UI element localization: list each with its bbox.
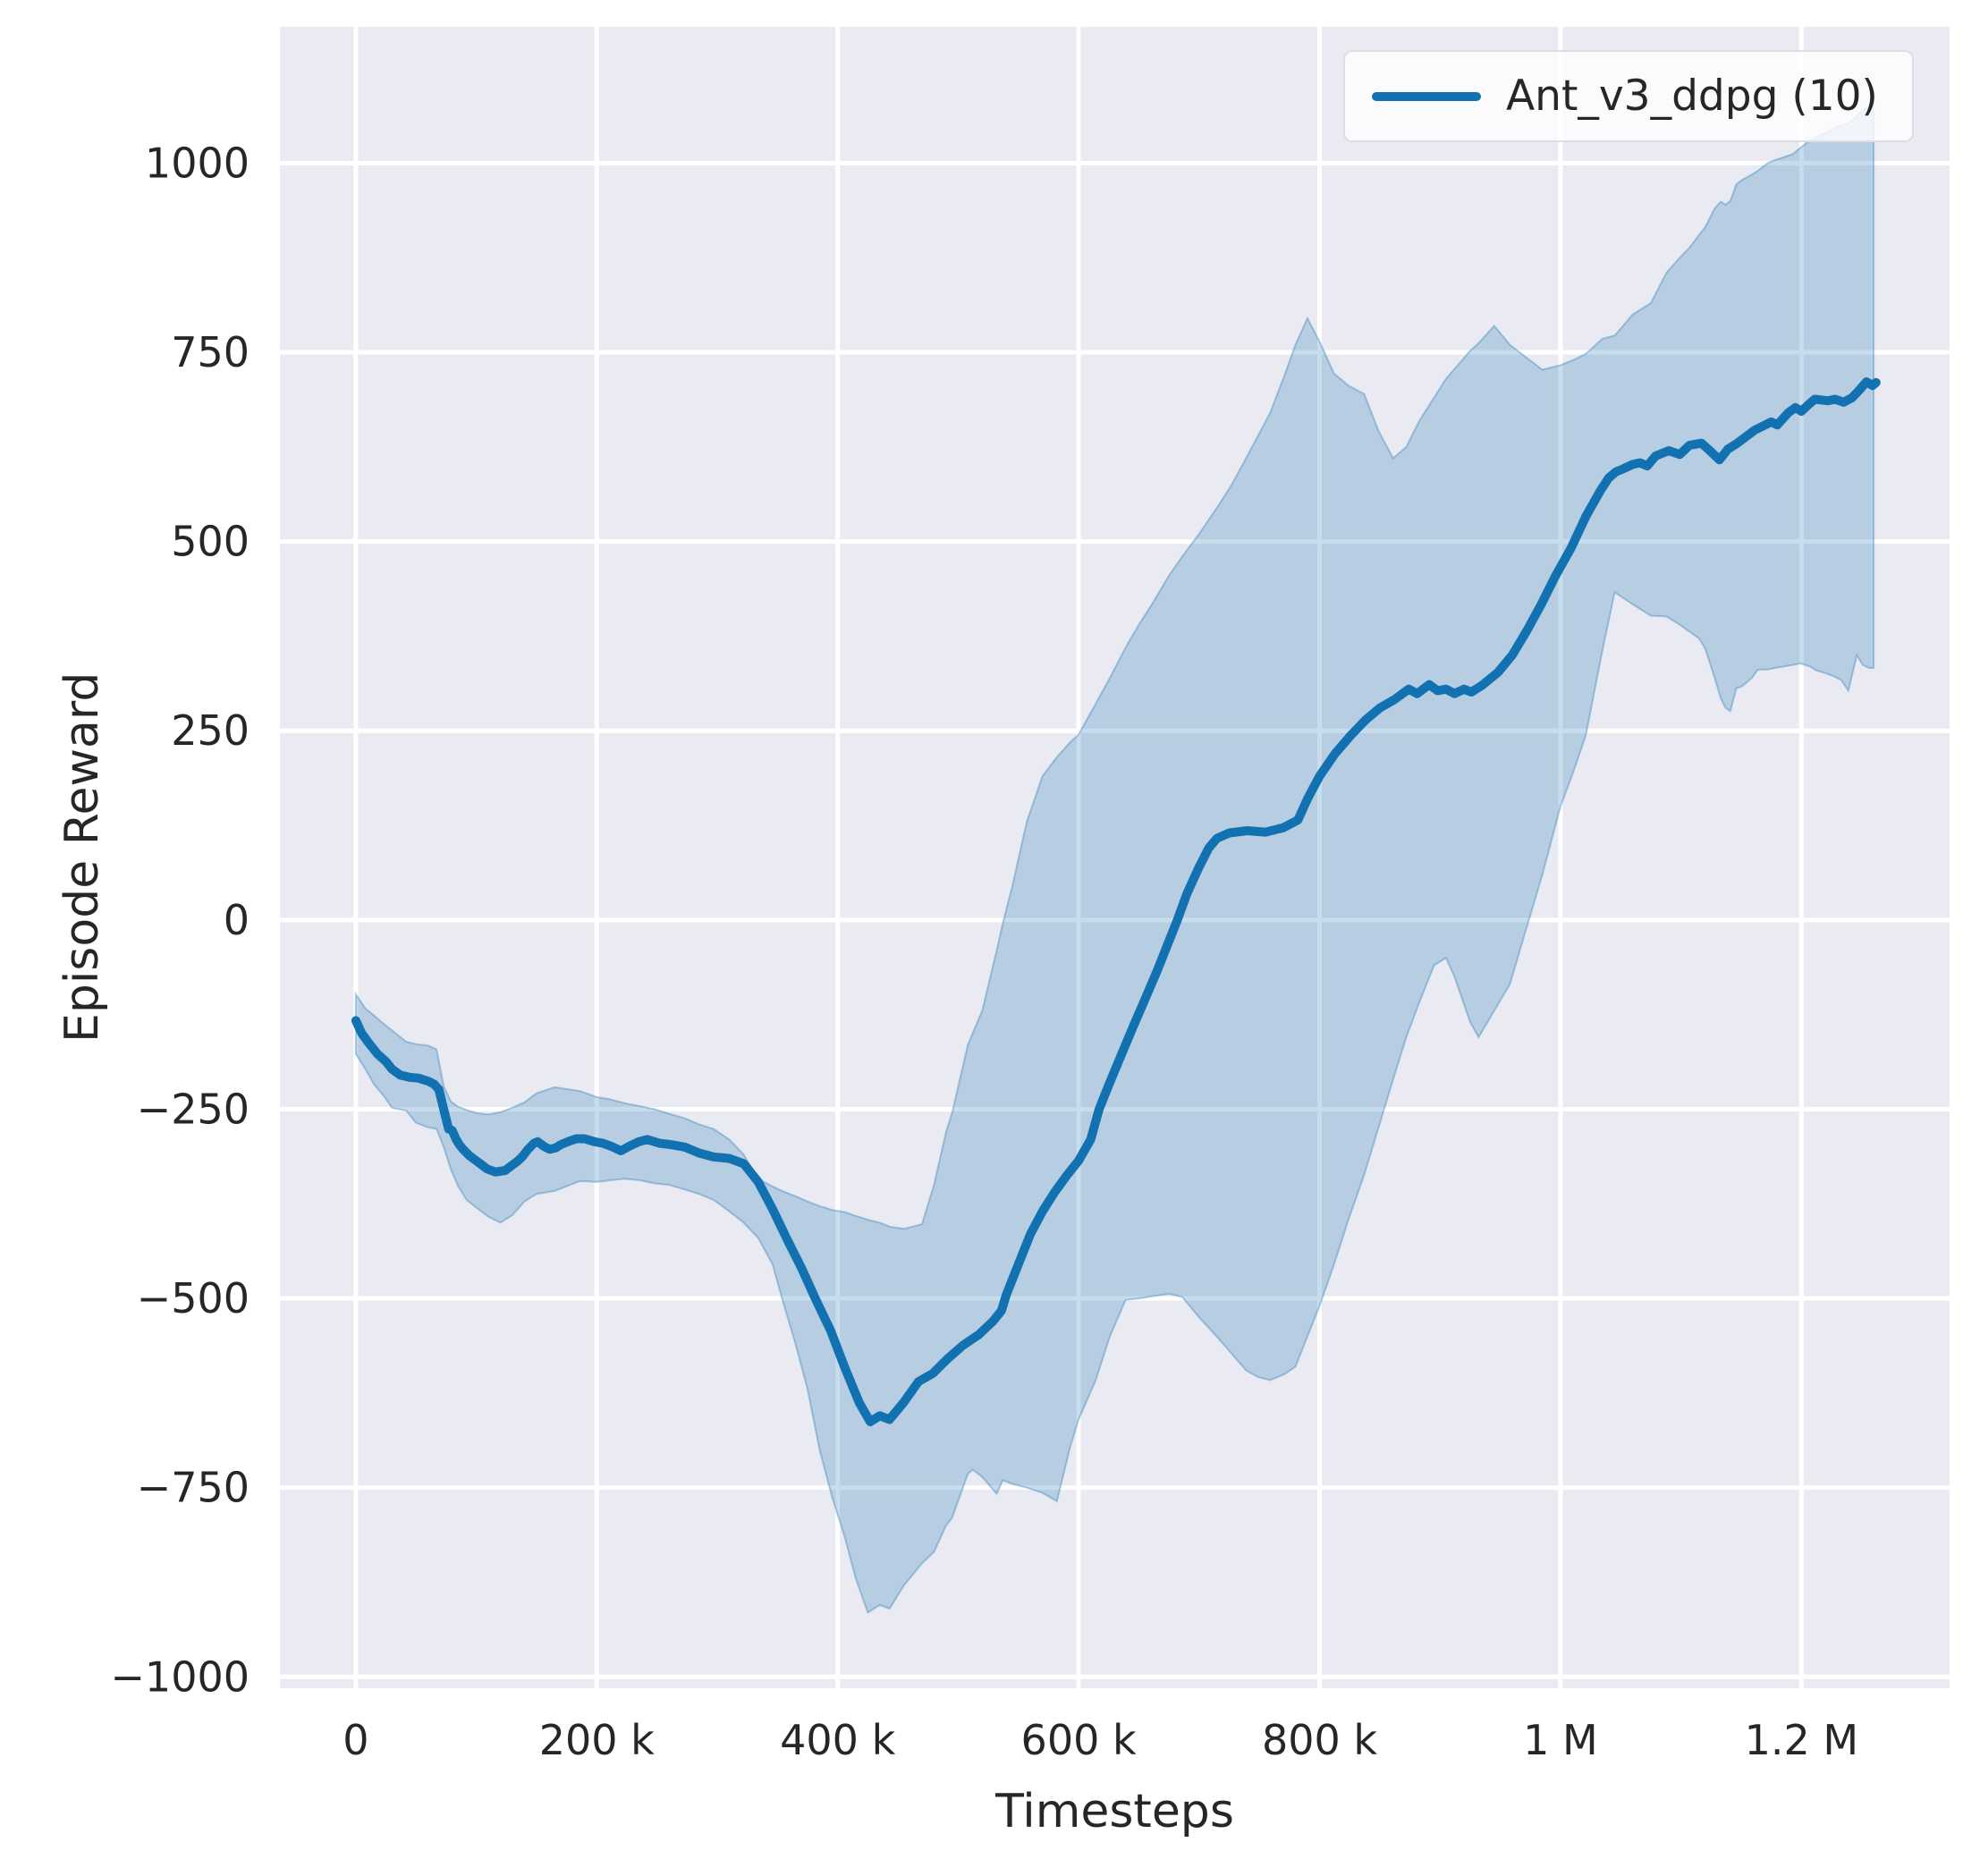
y-tick-label: −750 [137,1464,250,1512]
legend-line-swatch-icon [1372,91,1481,101]
x-tick-label: 800 k [1262,1716,1377,1764]
y-tick-label: −500 [137,1274,250,1322]
x-tick-label: 1 M [1523,1716,1598,1764]
legend-entry-label: Ant_v3_ddpg (10) [1506,72,1878,121]
y-tick-label: 500 [171,518,250,566]
x-tick-label: 400 k [780,1716,895,1764]
x-tick-label: 600 k [1021,1716,1137,1764]
y-tick-label: −250 [137,1085,250,1133]
plot-area [280,27,1950,1688]
x-axis-label: Timesteps [995,1785,1234,1838]
y-tick-label: 0 [224,896,250,944]
y-tick-label: 250 [171,706,250,755]
x-tick-label: 0 [343,1716,368,1764]
y-tick-label: 1000 [145,139,250,187]
y-axis-label: Episode Reward [55,672,109,1043]
confidence-band [354,101,1875,1614]
legend: Ant_v3_ddpg (10) [1343,50,1914,142]
series-line [351,377,1881,1426]
x-tick-label: 200 k [539,1716,655,1764]
y-tick-label: 750 [171,328,250,376]
y-tick-label: −1000 [110,1652,250,1701]
x-tick-label: 1.2 M [1745,1716,1858,1764]
